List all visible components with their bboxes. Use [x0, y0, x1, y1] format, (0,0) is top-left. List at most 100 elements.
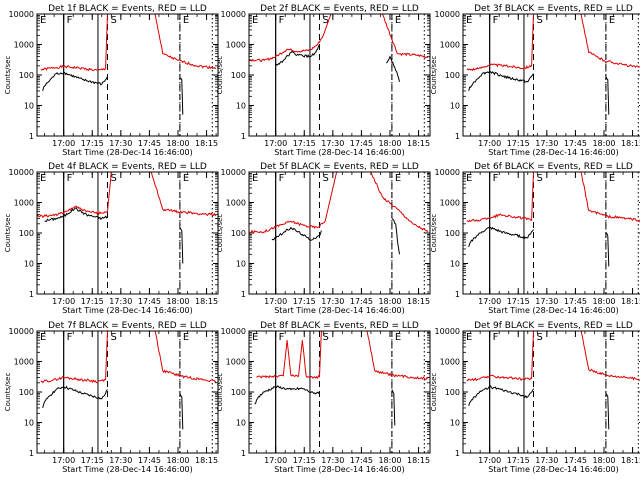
x-axis-label: Start Time (28-Dec-14 16:46:00) — [488, 148, 619, 157]
segment-label: E — [252, 15, 258, 26]
x-tick-label: 17:15 — [81, 456, 104, 465]
x-tick-label: 18:15 — [407, 139, 430, 148]
events-line — [275, 44, 320, 67]
x-tick-label: 17:00 — [52, 139, 75, 148]
segment-label: S — [110, 15, 116, 26]
segment-label: S — [322, 15, 328, 26]
series-group — [466, 331, 640, 430]
x-tick-label: 17:00 — [478, 139, 501, 148]
y-tick-label: 10000 — [435, 168, 460, 177]
x-tick-label: 17:15 — [293, 456, 316, 465]
y-tick-label: 1000 — [226, 358, 246, 367]
plot-frame — [248, 13, 431, 137]
segment-label: S — [110, 173, 116, 184]
y-tick-label: 1 — [241, 449, 246, 458]
x-axis-label: Start Time (28-Dec-14 16:46:00) — [274, 465, 405, 474]
x-tick-label: 17:30 — [535, 297, 558, 306]
y-tick-label: 10000 — [9, 327, 34, 336]
x-tick-label: 17:30 — [321, 456, 344, 465]
events-line — [605, 232, 610, 267]
x-tick-label: 18:00 — [166, 456, 189, 465]
y-axis-label: Counts/sec — [216, 56, 224, 95]
events-line — [391, 389, 396, 426]
y-tick-label: 1 — [455, 132, 460, 141]
x-tick-label: 18:00 — [378, 297, 401, 306]
y-tick-label: 100 — [445, 229, 460, 238]
panel-det-2: Det 2f BLACK = Events, RED = LLD Counts/s… — [216, 4, 431, 157]
series-group — [40, 14, 217, 115]
x-tick-label: 17:15 — [293, 139, 316, 148]
x-tick-label: 18:15 — [195, 139, 218, 148]
lld-line — [466, 172, 640, 223]
y-tick-label: 1 — [29, 449, 34, 458]
x-tick-label: 18:00 — [378, 139, 401, 148]
panel-title: Det 7f BLACK = Events, RED = LLD — [48, 321, 207, 331]
x-tick-label: 17:30 — [321, 297, 344, 306]
segment-label: F — [279, 173, 285, 184]
x-tick-label: 17:15 — [81, 297, 104, 306]
segment-label: E — [183, 332, 189, 343]
panel-det-4: Det 4f BLACK = Events, RED = LLD Counts/s… — [4, 162, 219, 315]
segment-label: F — [67, 332, 73, 343]
x-axis-label: Start Time (28-Dec-14 16:46:00) — [274, 148, 405, 157]
events-line — [605, 393, 610, 430]
panel-det-1: Det 1f BLACK = Events, RED = LLD Counts/s… — [4, 4, 219, 157]
lld-line — [256, 331, 429, 380]
y-tick-label: 100 — [445, 388, 460, 397]
x-axis-label: Start Time (28-Dec-14 16:46:00) — [488, 306, 619, 315]
y-axis-label: Counts/sec — [4, 373, 12, 412]
y-tick-label: 10 — [236, 260, 246, 269]
y-tick-label: 10000 — [435, 327, 460, 336]
y-tick-label: 1 — [29, 132, 34, 141]
y-tick-label: 100 — [231, 388, 246, 397]
panel-title: Det 9f BLACK = Events, RED = LLD — [474, 321, 633, 331]
segment-label: S — [322, 173, 328, 184]
y-axis-label: Counts/sec — [216, 214, 224, 253]
y-tick-label: 100 — [231, 71, 246, 80]
segment-label: E — [609, 332, 615, 343]
x-tick-label: 17:45 — [564, 297, 587, 306]
panel-title: Det 8f BLACK = Events, RED = LLD — [260, 321, 419, 331]
x-tick-label: 18:15 — [621, 297, 640, 306]
panel-det-5: Det 5f BLACK = Events, RED = LLD Counts/s… — [216, 162, 431, 315]
plot-frame — [462, 13, 640, 137]
segment-label: F — [279, 332, 285, 343]
lld-line — [40, 14, 217, 72]
y-tick-label: 10000 — [221, 10, 246, 19]
x-axis-label: Start Time (28-Dec-14 16:46:00) — [274, 306, 405, 315]
x-tick-label: 17:45 — [564, 456, 587, 465]
events-line — [385, 55, 400, 82]
series-group — [37, 172, 217, 264]
events-line — [468, 226, 534, 248]
segment-label: E — [252, 173, 258, 184]
segment-label: E — [395, 332, 401, 343]
segment-label: E — [466, 332, 472, 343]
x-tick-label: 17:00 — [264, 297, 287, 306]
y-tick-label: 1 — [455, 449, 460, 458]
x-tick-label: 17:45 — [138, 456, 161, 465]
segment-label: F — [279, 15, 285, 26]
panel-det-3: Det 3f BLACK = Events, RED = LLD Counts/s… — [430, 4, 640, 157]
events-line — [271, 226, 322, 241]
segment-label: E — [609, 15, 615, 26]
y-tick-label: 100 — [19, 229, 34, 238]
lld-line — [466, 331, 640, 382]
x-axis-label: Start Time (28-Dec-14 16:46:00) — [62, 148, 193, 157]
x-tick-label: 17:30 — [109, 456, 132, 465]
y-tick-label: 1000 — [440, 358, 460, 367]
segment-label: S — [322, 332, 328, 343]
x-tick-label: 18:00 — [378, 456, 401, 465]
series-group — [40, 331, 217, 430]
segment-label: S — [536, 173, 542, 184]
segment-label: S — [110, 332, 116, 343]
plot-frame — [248, 171, 431, 295]
x-tick-label: 17:30 — [535, 139, 558, 148]
y-tick-label: 100 — [19, 71, 34, 80]
x-tick-label: 17:15 — [507, 456, 530, 465]
x-tick-label: 17:15 — [507, 297, 530, 306]
x-tick-label: 17:45 — [564, 139, 587, 148]
panel-title: Det 2f BLACK = Events, RED = LLD — [260, 4, 419, 14]
segment-label: F — [493, 332, 499, 343]
